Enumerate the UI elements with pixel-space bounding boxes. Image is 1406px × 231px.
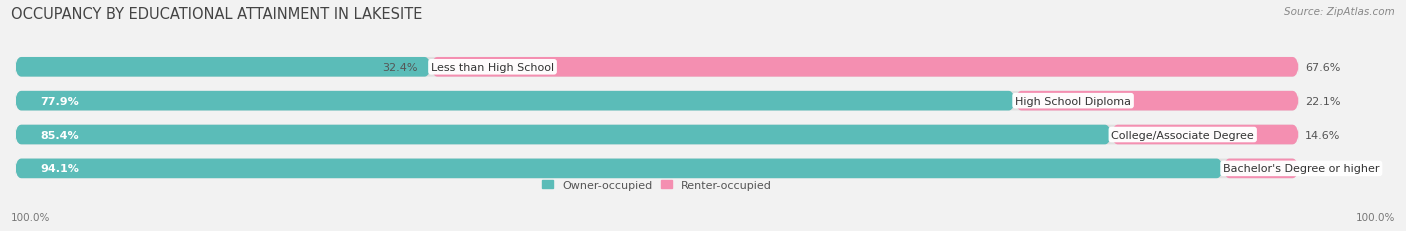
Text: College/Associate Degree: College/Associate Degree xyxy=(1111,130,1254,140)
Text: Bachelor's Degree or higher: Bachelor's Degree or higher xyxy=(1223,164,1379,174)
FancyBboxPatch shape xyxy=(432,58,1299,77)
FancyBboxPatch shape xyxy=(15,125,1111,145)
FancyBboxPatch shape xyxy=(15,91,1299,111)
Text: 100.0%: 100.0% xyxy=(11,212,51,222)
FancyBboxPatch shape xyxy=(1223,159,1299,178)
Text: Less than High School: Less than High School xyxy=(432,63,554,73)
Text: Source: ZipAtlas.com: Source: ZipAtlas.com xyxy=(1284,7,1395,17)
Text: OCCUPANCY BY EDUCATIONAL ATTAINMENT IN LAKESITE: OCCUPANCY BY EDUCATIONAL ATTAINMENT IN L… xyxy=(11,7,423,22)
Legend: Owner-occupied, Renter-occupied: Owner-occupied, Renter-occupied xyxy=(537,176,776,195)
Text: 14.6%: 14.6% xyxy=(1305,130,1340,140)
Text: High School Diploma: High School Diploma xyxy=(1015,96,1130,106)
Text: 94.1%: 94.1% xyxy=(41,164,80,174)
Text: 85.4%: 85.4% xyxy=(41,130,79,140)
FancyBboxPatch shape xyxy=(15,58,1299,77)
FancyBboxPatch shape xyxy=(15,91,1015,111)
FancyBboxPatch shape xyxy=(1111,125,1299,145)
Text: 77.9%: 77.9% xyxy=(41,96,79,106)
Text: 100.0%: 100.0% xyxy=(1355,212,1395,222)
FancyBboxPatch shape xyxy=(1015,91,1299,111)
Text: 22.1%: 22.1% xyxy=(1305,96,1341,106)
Text: 67.6%: 67.6% xyxy=(1305,63,1340,73)
FancyBboxPatch shape xyxy=(15,159,1299,178)
FancyBboxPatch shape xyxy=(15,159,1223,178)
Text: 32.4%: 32.4% xyxy=(382,63,418,73)
FancyBboxPatch shape xyxy=(15,125,1299,145)
Text: 5.9%: 5.9% xyxy=(1305,164,1333,174)
FancyBboxPatch shape xyxy=(15,58,432,77)
